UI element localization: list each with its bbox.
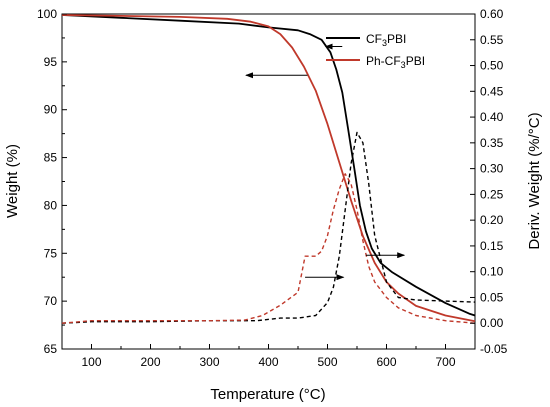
x-axis-label: Temperature (°C) (210, 386, 325, 403)
y-tick-label: 80 (44, 198, 58, 212)
y2-axis-ticks: -0.05 0.00 0.05 0.10 0.15 0.20 0.25 0.30 0.35 0.4… (470, 7, 508, 356)
series-line-ph_cf3pbi-dashed (61, 173, 476, 324)
y2-tick-label: 0.00 (480, 316, 504, 330)
x-axis-ticks: 100 200 300 400 500 600 700 (61, 344, 476, 369)
y2-tick-label: 0.05 (480, 290, 504, 304)
y-axis-label: Weight (%) (4, 144, 21, 218)
y2-tick-label: 0.20 (480, 213, 504, 227)
y-axis-ticks: 65 70 75 80 85 90 95 100 (37, 7, 67, 356)
x-tick-label: 100 (81, 355, 101, 369)
y2-tick-label: 0.45 (480, 84, 504, 98)
y-tick-label: 90 (44, 103, 58, 117)
y2-tick-label: 0.10 (480, 265, 504, 279)
y2-tick-label: 0.35 (480, 136, 504, 150)
y2-tick-label: 0.55 (480, 33, 504, 47)
y2-tick-label: -0.05 (480, 342, 508, 356)
y2-tick-label: 0.60 (480, 7, 504, 21)
x-tick-label: 400 (258, 355, 278, 369)
y2-axis-label: Deriv. Weight (%/°C) (526, 112, 543, 249)
y-tick-label: 85 (44, 151, 58, 165)
x-tick-label: 500 (317, 355, 337, 369)
x-tick-label: 300 (199, 355, 219, 369)
x-tick-label: 200 (140, 355, 160, 369)
annotation-group (245, 43, 406, 281)
y-tick-label: 75 (44, 246, 58, 260)
y2-tick-label: 0.40 (480, 110, 504, 124)
y2-tick-label: 0.25 (480, 187, 504, 201)
y2-tick-label: 0.30 (480, 162, 504, 176)
legend: CF3PBI Ph-CF3PBI (326, 32, 425, 70)
legend-label-cf3pbi: CF3PBI (366, 32, 406, 48)
series-group (61, 14, 476, 324)
x-tick-label: 700 (435, 355, 455, 369)
x-tick-label: 600 (376, 355, 396, 369)
y-tick-label: 65 (44, 342, 58, 356)
y2-tick-label: 0.15 (480, 239, 504, 253)
y-tick-label: 70 (44, 294, 58, 308)
series-line-ph_cf3pbi-solid (61, 14, 476, 323)
legend-label-ph-cf3pbi: Ph-CF3PBI (366, 54, 425, 70)
y-tick-label: 100 (37, 7, 57, 21)
series-line-cf3pbi-solid (61, 14, 476, 317)
series-line-cf3pbi-dashed (61, 131, 476, 324)
y-tick-label: 95 (44, 55, 58, 69)
y2-tick-label: 0.50 (480, 59, 504, 73)
